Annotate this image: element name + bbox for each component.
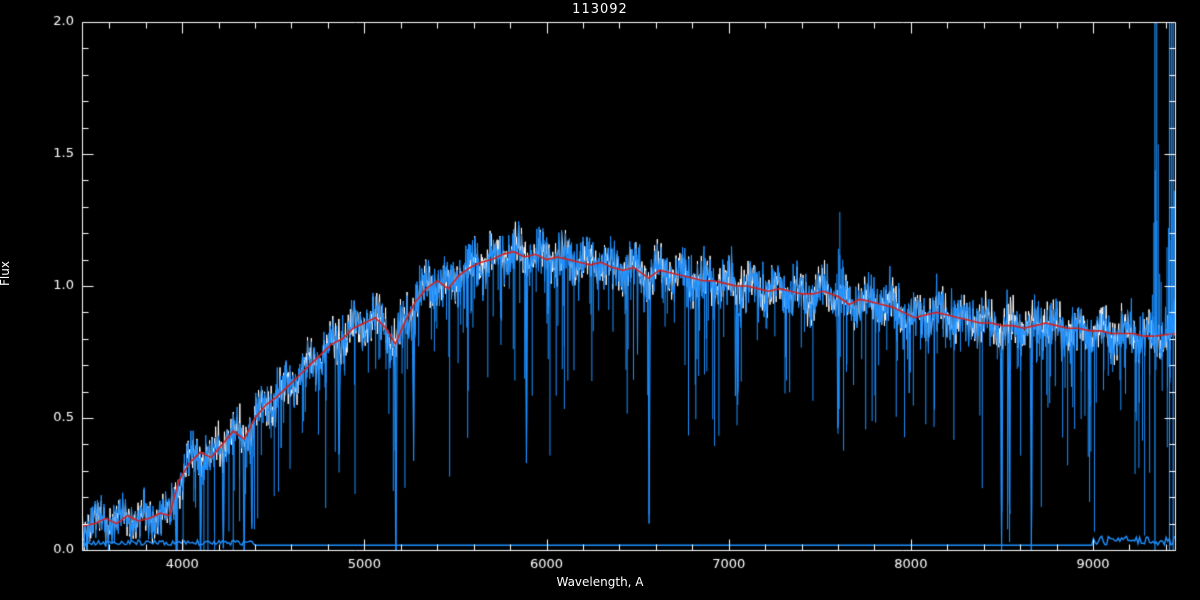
x-axis-label: Wavelength, A	[556, 575, 644, 589]
y-axis-label: Flux	[0, 261, 12, 286]
page-title: 113092	[572, 2, 628, 17]
